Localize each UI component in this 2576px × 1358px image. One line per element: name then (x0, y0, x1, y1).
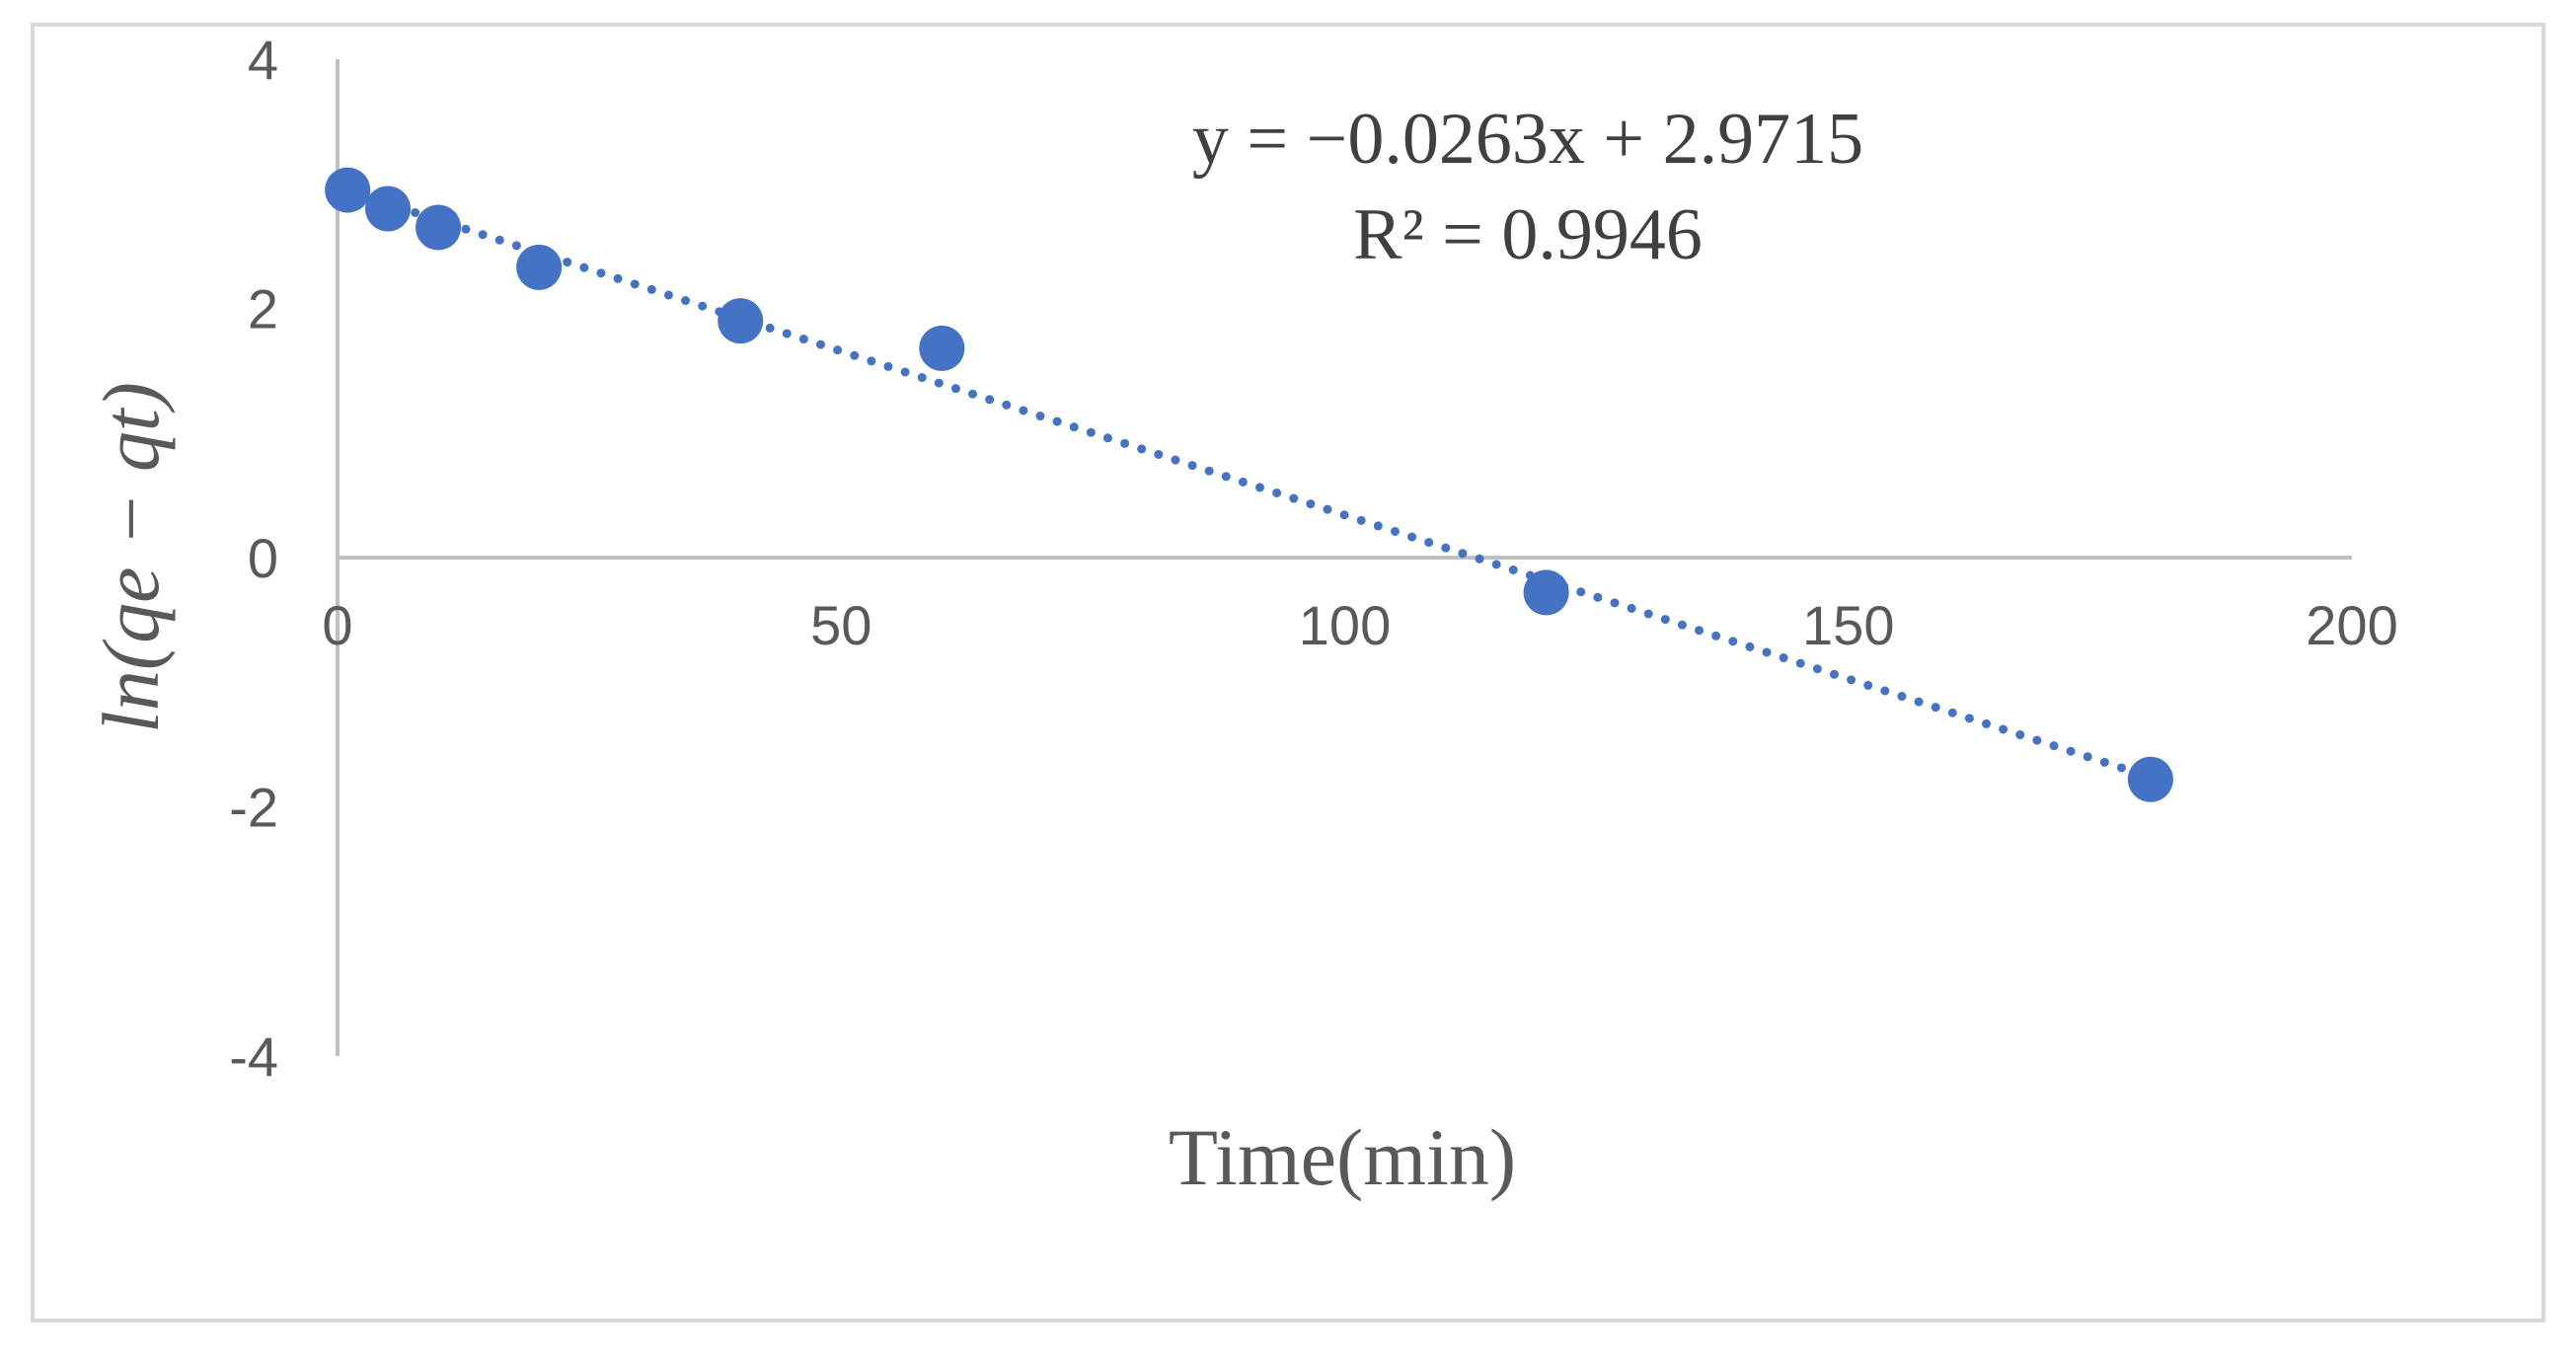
chart-labels: y = −0.0263x + 2.9715 R² = 0.9946 Time(m… (86, 99, 1863, 1202)
trendline-equation: y = −0.0263x + 2.9715 (1192, 99, 1863, 180)
data-point (516, 244, 563, 290)
trendline (342, 186, 2156, 783)
data-point (325, 167, 371, 213)
x-tick-label: 0 (322, 594, 352, 656)
data-point (416, 204, 462, 251)
x-axis-title: Time(min) (1169, 1112, 1516, 1202)
trendline-group (342, 186, 2156, 783)
tick-labels: 0 50 100 150 200 4 2 0 -2 -4 (229, 29, 2398, 1088)
y-tick-label: -2 (229, 777, 278, 839)
trendline-r-squared: R² = 0.9946 (1353, 194, 1703, 275)
data-point (2127, 756, 2173, 802)
y-tick-label: 4 (248, 29, 278, 91)
x-tick-label: 150 (1802, 594, 1894, 656)
x-tick-label: 50 (810, 594, 871, 656)
data-point (718, 298, 764, 344)
axes (336, 59, 2352, 1056)
x-tick-label: 200 (2306, 594, 2397, 656)
data-point (919, 325, 965, 371)
y-tick-label: -4 (229, 1025, 278, 1088)
data-point (1523, 569, 1569, 616)
x-tick-label: 100 (1299, 594, 1391, 656)
data-points (325, 167, 2173, 802)
data-point (365, 186, 412, 232)
y-tick-label: 0 (248, 527, 278, 589)
y-axis-title: ln(qe − qt) (86, 382, 176, 733)
y-tick-label: 2 (248, 278, 278, 340)
